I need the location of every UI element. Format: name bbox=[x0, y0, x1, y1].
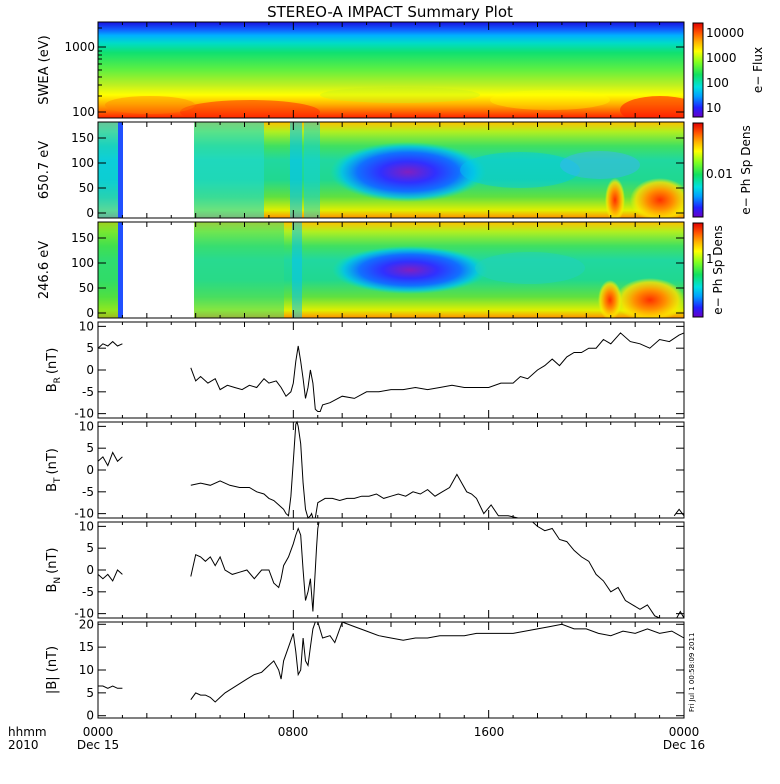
swea-ylabel: SWEA (eV) bbox=[37, 35, 52, 104]
swea-y-ticks: 1000 100 bbox=[64, 27, 684, 119]
br-ytick-label: 5 bbox=[86, 341, 94, 355]
swea-panel: 1000 100 SWEA (eV) bbox=[37, 21, 685, 119]
bt-ytick-label: 10 bbox=[79, 419, 94, 433]
time-axis-row1-label: hhmm bbox=[8, 725, 47, 739]
pad246-cbar-tick: 1 bbox=[706, 252, 714, 266]
bt-ytick-label: 5 bbox=[86, 441, 94, 455]
pad246-cbar-label: e− Ph Sp Dens bbox=[711, 225, 725, 314]
swea-cbar-label: e− Flux bbox=[751, 47, 765, 93]
swea-cbar-tick-10: 10 bbox=[706, 101, 721, 115]
pad650-ylabel: 650.7 eV bbox=[37, 141, 52, 199]
pad246-ytick-150: 150 bbox=[71, 231, 94, 245]
pad246-ytick-50: 50 bbox=[79, 281, 94, 295]
time-axis-row2-label: 2010 bbox=[8, 738, 39, 752]
bn-ytick-label: 10 bbox=[79, 519, 94, 533]
bn-ytick-label: -5 bbox=[82, 585, 94, 599]
swea-cbar-tick-1000: 1000 bbox=[706, 51, 737, 65]
bn-trace bbox=[97, 521, 685, 619]
br-series-0 bbox=[97, 340, 123, 349]
pad650-ytick-150: 150 bbox=[71, 131, 94, 145]
bt-ytick-label: -5 bbox=[82, 485, 94, 499]
bn-ytick-label: -10 bbox=[74, 607, 94, 621]
bn-series-2 bbox=[532, 521, 660, 619]
pad650-cbar-label: e− Ph Sp Dens bbox=[739, 125, 753, 214]
bt-series-1 bbox=[190, 420, 526, 519]
pad650-panel: 0 50 100 150 650.7 eV bbox=[37, 121, 685, 220]
pad246-ytick-0: 0 bbox=[86, 306, 94, 320]
bn-series-0 bbox=[97, 569, 123, 582]
bmag-y-ticks: 0 5 10 15 20 bbox=[79, 617, 684, 723]
bn-panel: -10 -5 0 5 10 BN(nT) bbox=[45, 519, 685, 621]
pad246-y-ticks: 0 50 100 150 bbox=[71, 231, 684, 320]
swea-cbar-tick-10000: 10000 bbox=[706, 26, 744, 40]
time-tick-label-1600: 1600 bbox=[474, 725, 505, 739]
bmag-ytick-label: 15 bbox=[79, 640, 94, 654]
bn-y-ticks: -10 -5 0 5 10 bbox=[74, 519, 684, 621]
bmag-panel: 0 5 10 15 20 |B| (nT) Fri Jul 1 00:58:09 201… bbox=[45, 617, 696, 722]
pad650-ytick-100: 100 bbox=[71, 156, 94, 170]
bn-ytick-label: 0 bbox=[86, 563, 94, 577]
time-tick-label-0000-end: 0000 bbox=[669, 725, 700, 739]
bn-ytick-label: 5 bbox=[86, 541, 94, 555]
bmag-ytick-label: 20 bbox=[79, 617, 94, 631]
swea-cbar-tick-100: 100 bbox=[706, 76, 729, 90]
pad650-colorbar: 0.01 e− Ph Sp Dens bbox=[692, 122, 753, 218]
bmag-series-1 bbox=[190, 621, 685, 703]
pad246-ylabel: 246.6 eV bbox=[37, 241, 52, 299]
bmag-ylabel: |B| (nT) bbox=[45, 646, 60, 694]
br-series-1 bbox=[190, 332, 685, 412]
bmag-ytick-label: 5 bbox=[86, 686, 94, 700]
bt-y-ticks: -10 -5 0 5 10 bbox=[74, 419, 684, 521]
pad650-y-ticks: 0 50 100 150 bbox=[71, 131, 684, 220]
br-trace bbox=[97, 332, 685, 412]
swea-spectrogram bbox=[98, 22, 684, 118]
bt-series-2 bbox=[673, 508, 685, 517]
timestamp-stamp: Fri Jul 1 00:58:09 2011 bbox=[688, 633, 696, 712]
time-axis-ticks bbox=[97, 22, 685, 718]
br-ytick-label: 0 bbox=[86, 363, 94, 377]
time-tick-date-end: Dec 16 bbox=[663, 738, 705, 752]
br-ylabel: BR(nT) bbox=[45, 348, 63, 393]
br-ytick-label: -5 bbox=[82, 385, 94, 399]
time-tick-label-0000-start: 0000 bbox=[83, 725, 114, 739]
bn-ylabel: BN(nT) bbox=[45, 548, 63, 593]
bmag-series-0 bbox=[98, 685, 123, 689]
bt-trace bbox=[97, 420, 685, 519]
plot-title: STEREO-A IMPACT Summary Plot bbox=[267, 3, 513, 21]
pad246-panel: 0 50 100 150 246.6 eV bbox=[37, 221, 685, 320]
bn-series-3 bbox=[676, 610, 685, 619]
pad650-ytick-0: 0 bbox=[86, 206, 94, 220]
bt-ytick-label: -10 bbox=[74, 507, 94, 521]
bmag-trace bbox=[98, 621, 685, 703]
bmag-ytick-label: 10 bbox=[79, 663, 94, 677]
pad650-cbar-tick: 0.01 bbox=[706, 167, 733, 181]
swea-ytick-100: 100 bbox=[72, 105, 95, 119]
time-tick-label-0800: 0800 bbox=[278, 725, 309, 739]
bt-ytick-label: 0 bbox=[86, 463, 94, 477]
time-tick-date-start: Dec 15 bbox=[77, 738, 119, 752]
br-y-ticks: -10 -5 0 5 10 bbox=[74, 319, 684, 421]
pad246-spectrogram bbox=[98, 222, 684, 318]
pad650-ytick-50: 50 bbox=[79, 181, 94, 195]
swea-colorbar: 10000 1000 100 10 e− Flux bbox=[692, 22, 765, 118]
swea-ytick-1000: 1000 bbox=[64, 40, 95, 54]
br-ytick-label: -10 bbox=[74, 407, 94, 421]
pad650-spectrogram bbox=[98, 122, 684, 218]
pad246-ytick-100: 100 bbox=[71, 256, 94, 270]
bt-ylabel: BT(nT) bbox=[45, 448, 63, 492]
bn-series-1 bbox=[190, 521, 320, 612]
bt-panel: -10 -5 0 5 10 BT(nT) bbox=[45, 419, 685, 521]
br-ytick-label: 10 bbox=[79, 319, 94, 333]
pad246-colorbar: 1 e− Ph Sp Dens bbox=[692, 222, 725, 318]
bt-series-0 bbox=[97, 451, 123, 467]
bmag-ytick-label: 0 bbox=[86, 709, 94, 723]
br-panel: -10 -5 0 5 10 BR(nT) bbox=[45, 319, 685, 421]
